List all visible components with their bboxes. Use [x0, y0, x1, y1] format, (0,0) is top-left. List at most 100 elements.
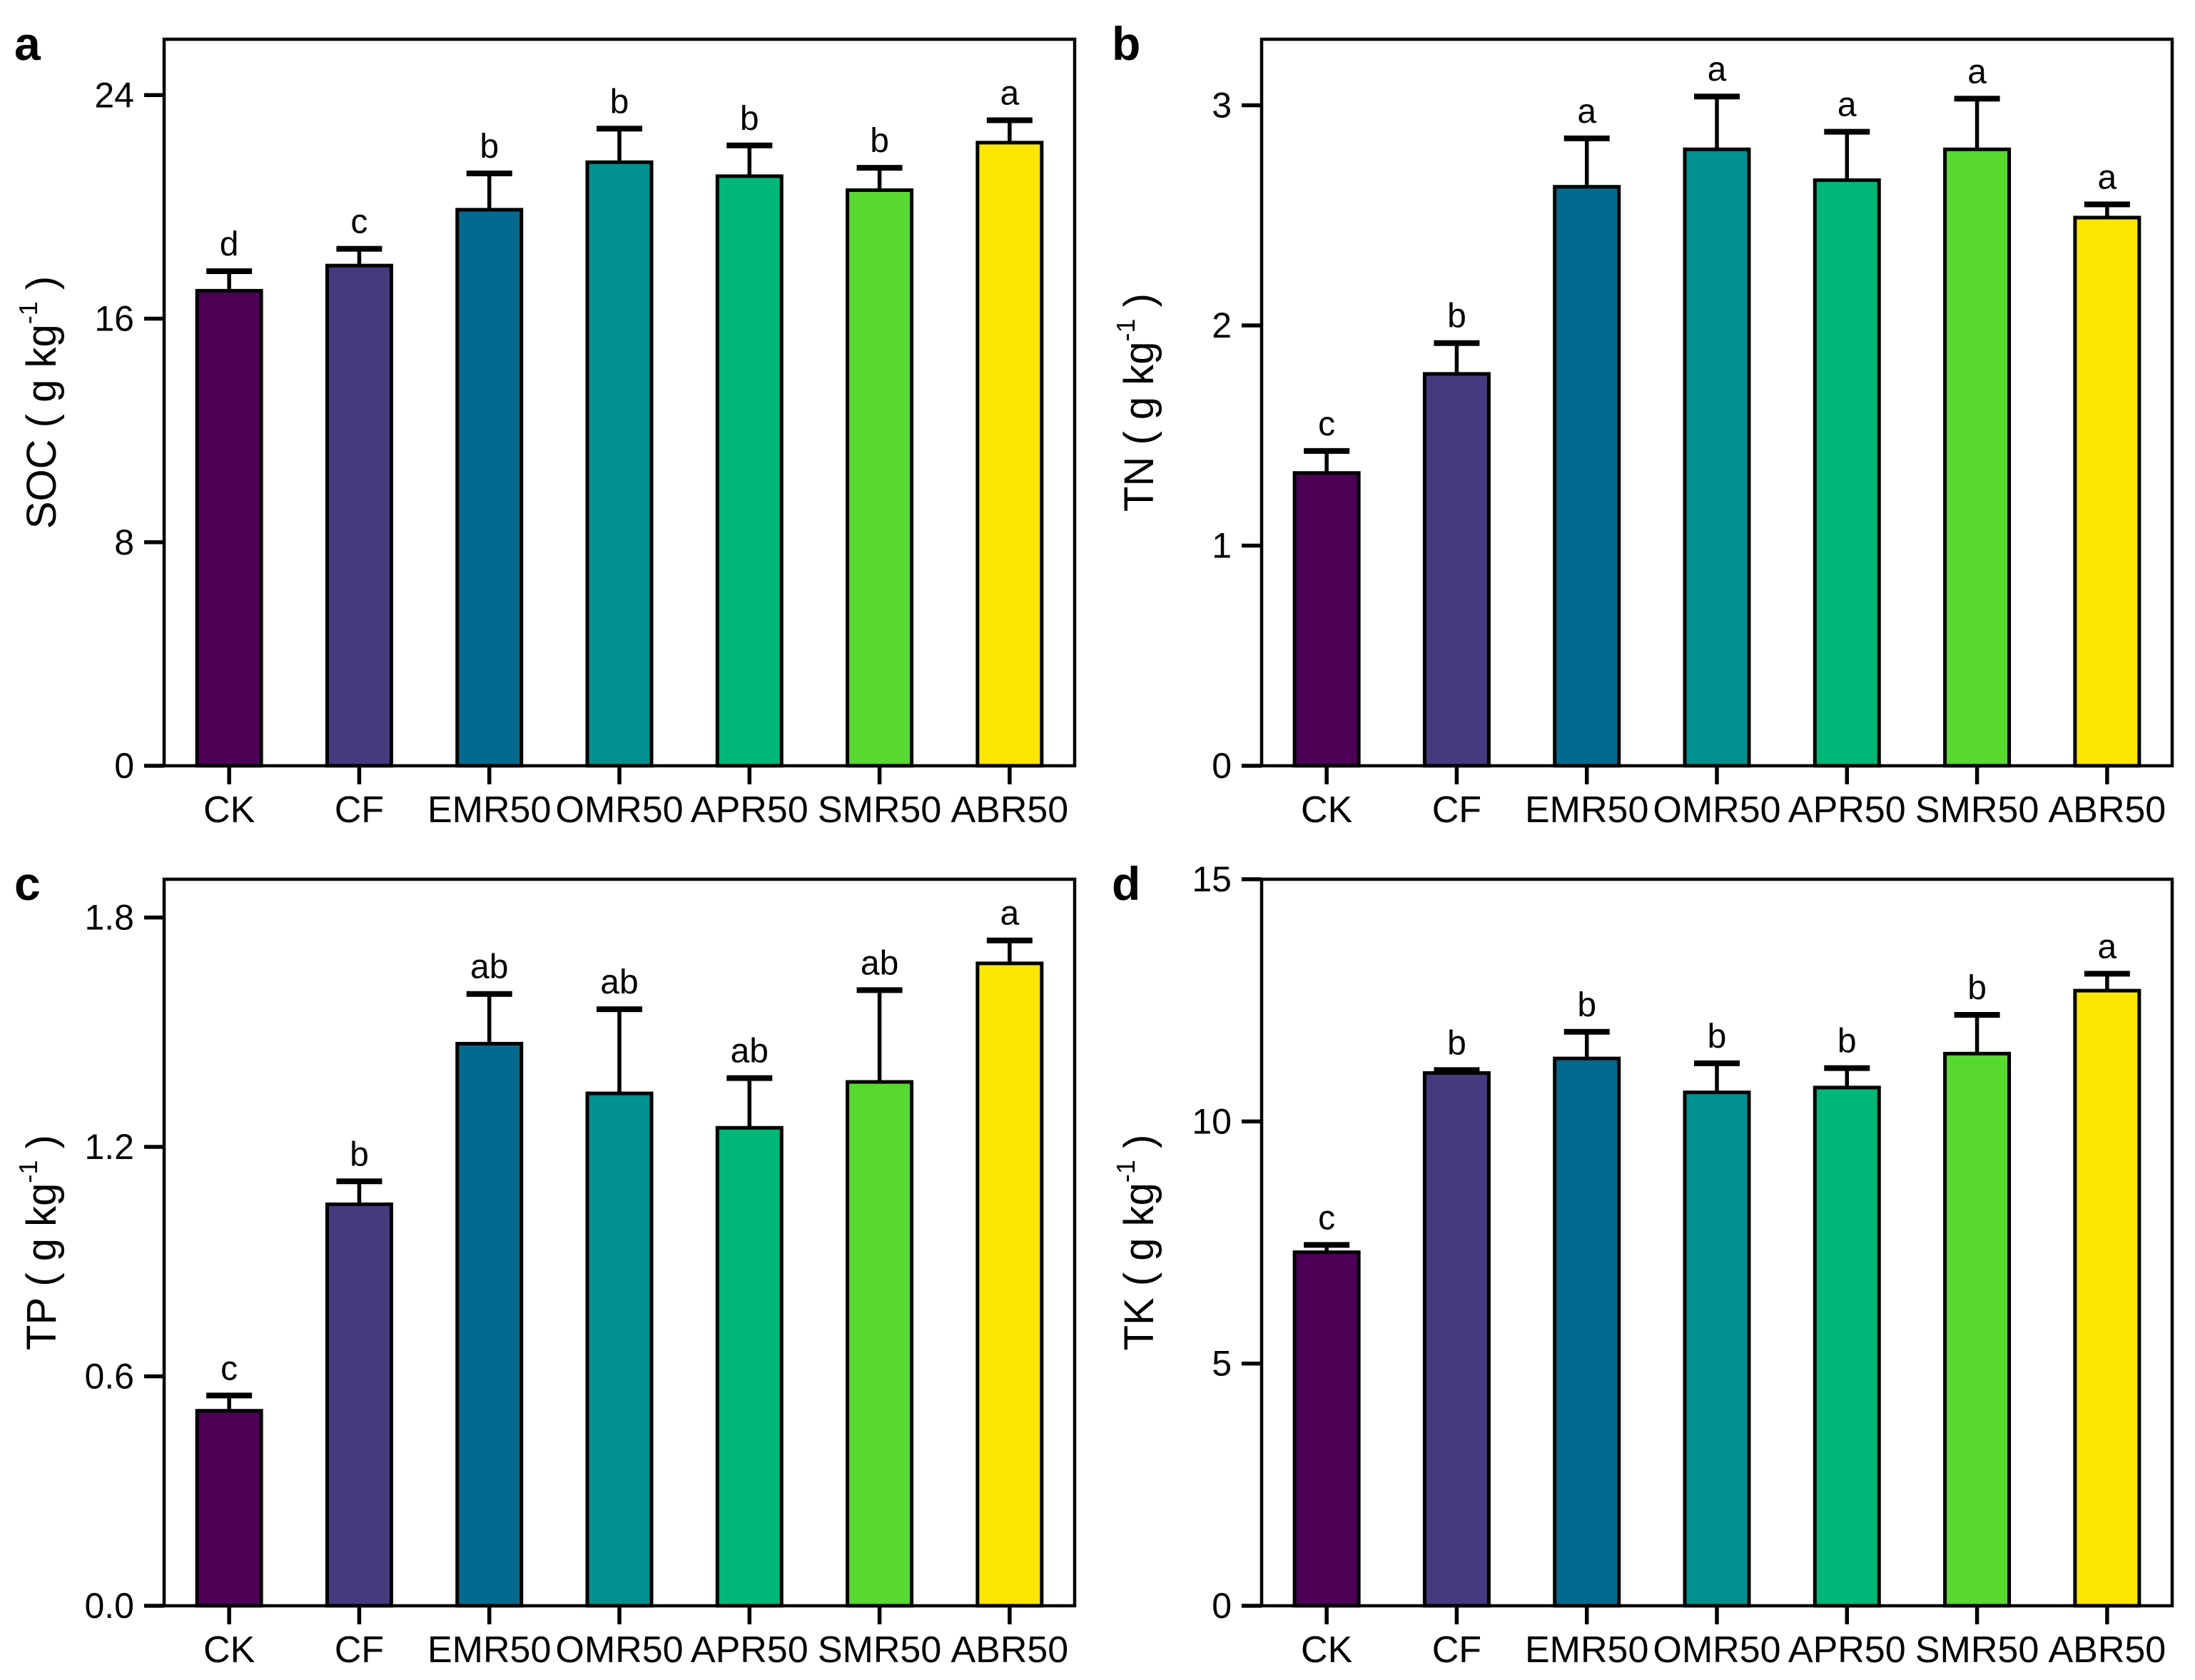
- bar-SMR50: [1943, 1051, 2012, 1608]
- plot-frame: [162, 877, 1077, 1608]
- x-category-label-CF: CF: [335, 789, 384, 831]
- y-tick-label-8: 8: [114, 522, 134, 562]
- sig-letter-CK: d: [220, 226, 239, 263]
- bar-ABR50: [975, 141, 1044, 768]
- sig-letter-ABR50: a: [2098, 928, 2117, 966]
- y-tick-label-0.6: 0.6: [84, 1357, 134, 1397]
- x-category-label-CK: CK: [1301, 1629, 1353, 1671]
- panel-a-svg: a d CK c CF b EMR50 b OMR50 b APR50 b SMR50 a ABR50 0 8 1…: [14, 17, 1077, 831]
- bar-CK: [1292, 471, 1361, 768]
- panel-letter-a: a: [14, 17, 41, 70]
- sig-letter-CF: c: [350, 203, 367, 241]
- x-category-label-ABR50: ABR50: [2048, 1629, 2166, 1671]
- plot-frame: [1259, 877, 2174, 1608]
- x-category-label-EMR50: EMR50: [1525, 1629, 1648, 1671]
- bar-CF: [1422, 372, 1491, 768]
- sig-letter-CF: b: [350, 1135, 369, 1173]
- x-category-label-OMR50: OMR50: [1653, 1629, 1780, 1671]
- panel-letter-b: b: [1112, 17, 1140, 70]
- bar-APR50: [715, 174, 784, 768]
- x-category-label-OMR50: OMR50: [555, 1629, 683, 1671]
- bar-OMR50: [1683, 1091, 1751, 1608]
- sig-letter-APR50: b: [740, 100, 759, 138]
- x-category-label-ABR50: ABR50: [2048, 789, 2166, 831]
- y-tick-label-1.8: 1.8: [84, 898, 134, 938]
- bar-SMR50: [1943, 147, 2012, 768]
- bar-ABR50: [2073, 988, 2141, 1608]
- sig-letter-ABR50: a: [2098, 158, 2117, 196]
- panel-b-tn: b c CK b CF a EMR50 a OMR50 a APR50 a SMR50 a ABR50 0 1 2…: [1098, 0, 2195, 840]
- panel-letter-c: c: [14, 857, 41, 910]
- bar-SMR50: [846, 1080, 914, 1608]
- sig-letter-EMR50: b: [480, 128, 499, 166]
- y-tick-label-0: 0: [1212, 746, 1232, 786]
- y-axis-label-c: TP ( g kg-1 ): [14, 1135, 65, 1350]
- sig-letter-APR50: b: [1837, 1023, 1857, 1061]
- bar-OMR50: [585, 160, 654, 768]
- y-tick-label-10: 10: [1192, 1101, 1232, 1141]
- y-tick-label-2: 2: [1212, 305, 1232, 345]
- bar-APR50: [1813, 1086, 1881, 1608]
- x-category-label-EMR50: EMR50: [427, 1629, 551, 1671]
- x-category-label-SMR50: SMR50: [818, 1629, 941, 1671]
- y-tick-label-0: 0: [1212, 1586, 1232, 1626]
- sig-letter-SMR50: b: [1967, 969, 1987, 1007]
- bar-CK: [1292, 1250, 1361, 1608]
- y-axis-label-b: TN ( g kg-1 ): [1111, 293, 1162, 512]
- x-category-label-APR50: APR50: [1788, 789, 1906, 831]
- x-category-label-SMR50: SMR50: [1915, 789, 2039, 831]
- y-tick-label-0: 0: [114, 746, 134, 786]
- sig-letter-EMR50: a: [1577, 93, 1596, 131]
- sig-letter-CK: c: [1318, 1199, 1335, 1237]
- panel-letter-d: d: [1112, 857, 1140, 910]
- sig-letter-SMR50: ab: [861, 944, 898, 982]
- y-tick-label-1.2: 1.2: [84, 1127, 134, 1167]
- x-category-label-CF: CF: [335, 1629, 384, 1671]
- x-category-label-APR50: APR50: [1788, 1629, 1906, 1671]
- panel-c-tp: c c CK b CF ab EMR50 ab OMR50 ab APR50 ab SMR50 a ABR5…: [0, 840, 1098, 1680]
- sig-letter-SMR50: b: [870, 122, 889, 160]
- panel-b-svg: b c CK b CF a EMR50 a OMR50 a APR50 a SMR50 a ABR50 0 1 2…: [1111, 17, 2174, 831]
- x-category-label-CK: CK: [203, 1629, 255, 1671]
- bar-APR50: [1813, 178, 1881, 768]
- panel-a-soc: a d CK c CF b EMR50 b OMR50 b APR50 b SMR50 a ABR50 0 8 1…: [0, 0, 1098, 840]
- sig-letter-OMR50: b: [610, 83, 629, 121]
- bar-ABR50: [2073, 216, 2141, 768]
- x-category-label-CF: CF: [1432, 789, 1481, 831]
- bar-APR50: [715, 1125, 784, 1608]
- bar-OMR50: [1683, 147, 1751, 768]
- x-category-label-SMR50: SMR50: [1915, 1629, 2039, 1671]
- x-category-label-CK: CK: [203, 789, 255, 831]
- bar-CF: [325, 1202, 393, 1608]
- x-category-label-OMR50: OMR50: [555, 789, 683, 831]
- y-axis-label-d: TK ( g kg-1 ): [1111, 1135, 1162, 1351]
- plot-frame: [162, 37, 1077, 768]
- x-category-label-EMR50: EMR50: [1525, 789, 1648, 831]
- y-tick-label-1: 1: [1212, 526, 1232, 566]
- sig-letter-SMR50: a: [1967, 53, 1987, 91]
- x-category-label-EMR50: EMR50: [427, 789, 551, 831]
- sig-letter-CK: c: [1318, 405, 1335, 443]
- bar-CF: [1422, 1071, 1491, 1608]
- x-category-label-APR50: APR50: [691, 789, 808, 831]
- sig-letter-CF: b: [1447, 1024, 1466, 1062]
- bar-EMR50: [1553, 185, 1621, 768]
- x-category-label-CF: CF: [1432, 1629, 1481, 1671]
- sig-letter-APR50: a: [1837, 86, 1857, 124]
- sig-letter-CK: c: [220, 1350, 238, 1387]
- bar-OMR50: [585, 1091, 654, 1608]
- sig-letter-CF: b: [1447, 298, 1466, 335]
- bar-CK: [195, 288, 263, 768]
- sig-letter-EMR50: b: [1577, 986, 1596, 1024]
- x-category-label-SMR50: SMR50: [818, 789, 941, 831]
- sig-letter-OMR50: ab: [600, 963, 638, 1001]
- y-tick-label-5: 5: [1212, 1344, 1232, 1384]
- y-tick-label-15: 15: [1192, 859, 1232, 899]
- y-tick-label-16: 16: [94, 299, 134, 339]
- panel-d-tk: d c CK b CF b EMR50 b OMR50 b APR50 b SMR50 a ABR50 0 5 1…: [1098, 840, 2195, 1680]
- sig-letter-ABR50: a: [1000, 895, 1020, 933]
- panel-d-svg: d c CK b CF b EMR50 b OMR50 b APR50 b SMR50 a ABR50 0 5 1…: [1111, 857, 2174, 1671]
- y-axis-label-a: SOC ( g kg-1 ): [14, 276, 65, 529]
- x-category-label-OMR50: OMR50: [1653, 789, 1780, 831]
